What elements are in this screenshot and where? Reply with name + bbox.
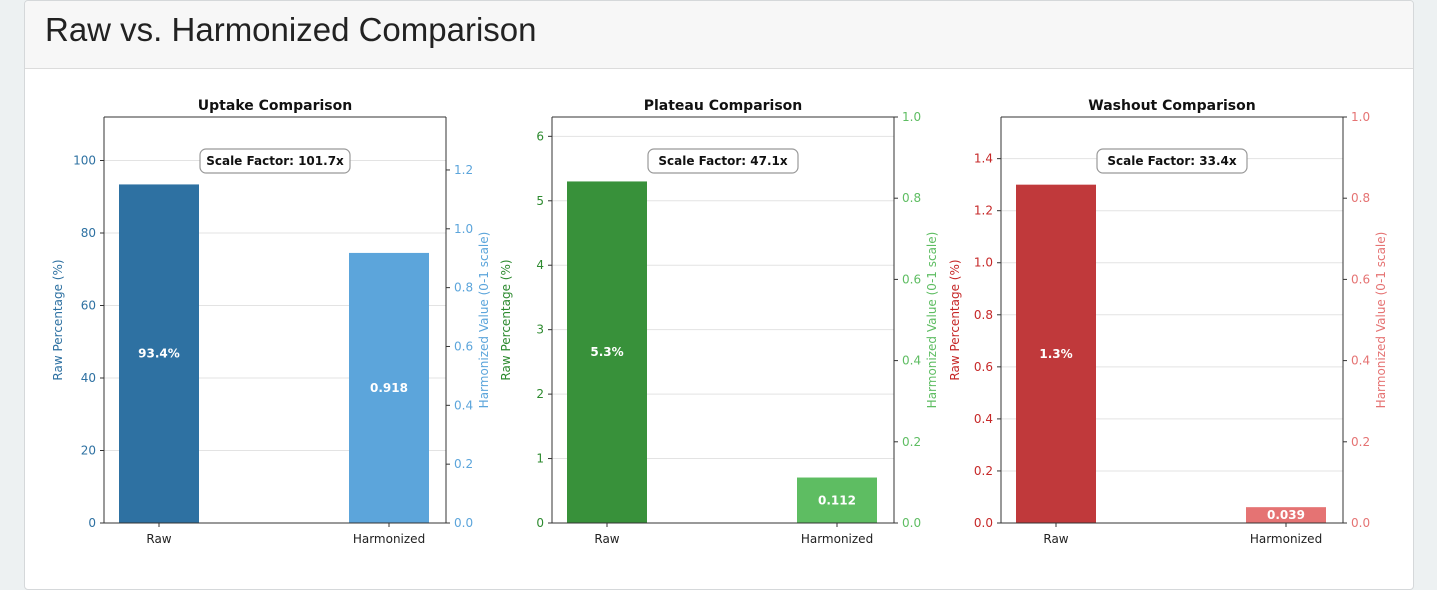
y2-tick-label: 1.0 bbox=[1351, 110, 1370, 124]
comparison-figure: 93.4%0.9180204060801000.00.20.40.60.81.0… bbox=[51, 98, 1388, 546]
scale-factor-box bbox=[1096, 148, 1248, 174]
y2-tick-label: 0.4 bbox=[454, 398, 473, 412]
y-tick-label: 1.2 bbox=[974, 204, 993, 218]
y2-tick-label: 0.6 bbox=[454, 339, 473, 353]
y2-tick-label: 0.4 bbox=[1351, 354, 1370, 368]
y2-tick-label: 0.4 bbox=[902, 354, 921, 368]
bar-label-raw: 93.4% bbox=[138, 347, 180, 361]
card-header: Raw vs. Harmonized Comparison bbox=[25, 1, 1413, 69]
y2-tick-label: 0.0 bbox=[1351, 516, 1370, 530]
scale-factor-box bbox=[199, 148, 351, 174]
bar-harmonized bbox=[1246, 507, 1326, 523]
x-tick-label: Raw bbox=[146, 532, 171, 546]
bar-harmonized bbox=[797, 477, 877, 523]
scale-factor-label: Scale Factor: 101.7x bbox=[206, 154, 344, 168]
page-title: Raw vs. Harmonized Comparison bbox=[45, 11, 537, 48]
bar-label-harmonized: 0.039 bbox=[1267, 508, 1305, 522]
x-tick-label: Harmonized bbox=[801, 532, 873, 546]
y-tick-label: 0 bbox=[88, 516, 96, 530]
y-tick-label: 0.8 bbox=[974, 308, 993, 322]
y-tick-label: 1 bbox=[536, 452, 544, 466]
y2-axis-label: Harmonized Value (0-1 scale) bbox=[925, 232, 939, 409]
y-axis-label: Raw Percentage (%) bbox=[499, 259, 513, 380]
scale-factor-label: Scale Factor: 33.4x bbox=[1107, 154, 1236, 168]
scale-factor-box bbox=[647, 148, 799, 174]
y-tick-label: 6 bbox=[536, 129, 544, 143]
chart-title: Washout Comparison bbox=[1088, 98, 1255, 114]
y2-tick-label: 0.6 bbox=[1351, 272, 1370, 286]
bar-raw bbox=[119, 184, 199, 524]
x-tick-label: Raw bbox=[1043, 532, 1068, 546]
y-tick-label: 4 bbox=[536, 258, 544, 272]
chart-panel-plateau: 5.3% 0.112 0 1 2 3 4 5 6 0.0 0.2 0.4 0.6 0.8 1.0 Raw Har… bbox=[499, 98, 939, 546]
y-tick-label: 1.0 bbox=[974, 256, 993, 270]
y2-axis-label: Harmonized Value (0-1 scale) bbox=[477, 232, 491, 409]
chart-title: Uptake Comparison bbox=[198, 98, 352, 114]
y2-tick-label: 0.2 bbox=[454, 457, 473, 471]
y2-tick-label: 0.8 bbox=[1351, 191, 1370, 205]
bar-label-raw: 5.3% bbox=[590, 345, 623, 359]
chart-panel-uptake: 93.4% 0.918 0 20 40 60 80 100 0.0 0.2 0.4 0.6 0.8 1.0… bbox=[51, 98, 491, 546]
y-tick-label: 0 bbox=[536, 516, 544, 530]
y-axis-label: Raw Percentage (%) bbox=[51, 259, 65, 380]
y2-tick-label: 0.0 bbox=[454, 516, 473, 530]
y2-axis-label: Harmonized Value (0-1 scale) bbox=[1374, 232, 1388, 409]
bar-label-harmonized: 0.112 bbox=[818, 493, 856, 507]
y-tick-label: 5 bbox=[536, 194, 544, 208]
y-tick-label: 60 bbox=[81, 299, 96, 313]
y2-tick-label: 0.8 bbox=[454, 281, 473, 295]
y-tick-label: 80 bbox=[81, 226, 96, 240]
chart-title: Plateau Comparison bbox=[644, 98, 803, 114]
y2-tick-label: 1.0 bbox=[454, 222, 473, 236]
bar-raw bbox=[567, 181, 647, 523]
y2-tick-label: 0.2 bbox=[1351, 435, 1370, 449]
y-tick-label: 20 bbox=[81, 444, 96, 458]
y2-tick-label: 0.2 bbox=[902, 435, 921, 449]
comparison-card: Raw vs. Harmonized Comparison bbox=[24, 0, 1414, 590]
y-tick-label: 1.4 bbox=[974, 152, 993, 166]
x-tick-label: Harmonized bbox=[353, 532, 425, 546]
y-tick-label: 40 bbox=[81, 371, 96, 385]
y2-tick-label: 1.2 bbox=[454, 163, 473, 177]
y-tick-label: 0.2 bbox=[974, 464, 993, 478]
x-tick-label: Raw bbox=[594, 532, 619, 546]
y-tick-label: 3 bbox=[536, 323, 544, 337]
y2-tick-label: 0.8 bbox=[902, 191, 921, 205]
bar-raw bbox=[1016, 184, 1096, 523]
y-tick-label: 0.4 bbox=[974, 412, 993, 426]
y2-tick-label: 0.0 bbox=[902, 516, 921, 530]
y-tick-label: 100 bbox=[73, 154, 96, 168]
y-axis-label: Raw Percentage (%) bbox=[948, 259, 962, 380]
y-tick-label: 2 bbox=[536, 387, 544, 401]
y-tick-label: 0.6 bbox=[974, 360, 993, 374]
bar-label-raw: 1.3% bbox=[1039, 347, 1072, 361]
bar-label-harmonized: 0.918 bbox=[370, 381, 408, 395]
y-tick-label: 0.0 bbox=[974, 516, 993, 530]
y2-tick-label: 1.0 bbox=[902, 110, 921, 124]
y2-tick-label: 0.6 bbox=[902, 272, 921, 286]
x-tick-label: Harmonized bbox=[1250, 532, 1322, 546]
scale-factor-label: Scale Factor: 47.1x bbox=[658, 154, 787, 168]
bar-harmonized bbox=[349, 252, 429, 523]
chart-panel-washout: 1.3% 0.039 0.0 0.2 0.4 0.6 0.8 1.0 1.2 1.4 0.0 0.2 0… bbox=[948, 98, 1388, 546]
